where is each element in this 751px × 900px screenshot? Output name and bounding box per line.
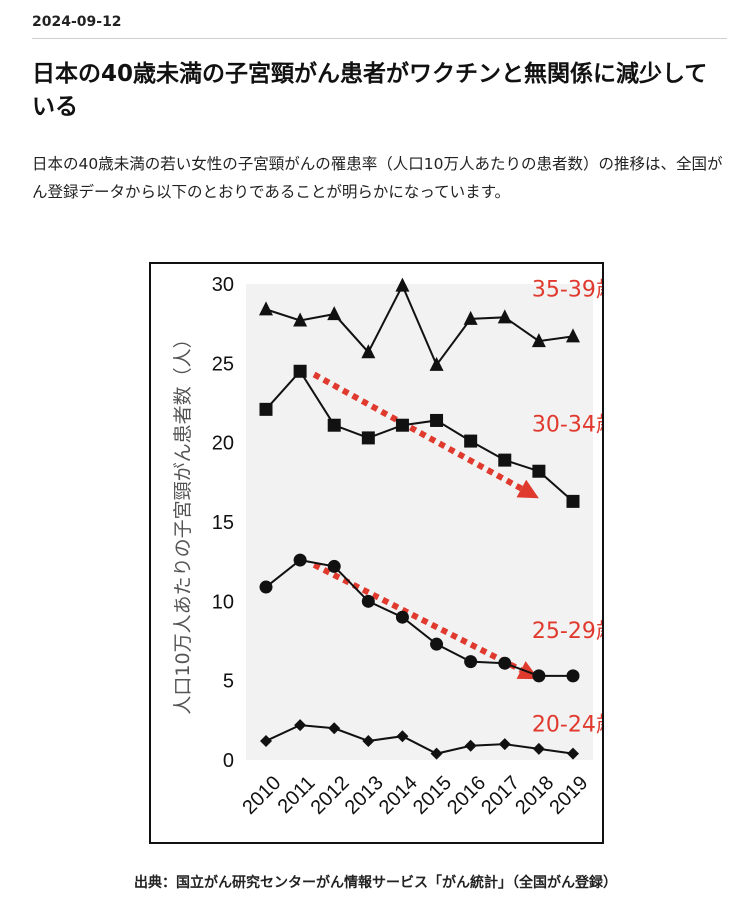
y-axis-label: 人口10万人あたりの子宮頸がん患者数（人） [172, 329, 194, 714]
data-point [362, 734, 375, 747]
x-tick-label: 2017 [477, 772, 524, 819]
y-tick-label: 10 [212, 591, 234, 613]
data-point [498, 453, 512, 467]
data-point [260, 734, 272, 747]
x-tick-label: 2015 [409, 772, 456, 819]
y-tick-label: 30 [212, 274, 234, 296]
data-point [327, 418, 341, 432]
data-point [498, 656, 512, 670]
chart-figure: 0 5 10 15 20 25 30 2010 2011 2012 2013 2014 2015 201… [149, 262, 604, 844]
series-line [265, 369, 574, 503]
x-tick-label: 2010 [238, 772, 285, 819]
series-group [259, 277, 580, 760]
data-point [566, 494, 580, 508]
data-point [532, 742, 545, 755]
data-point [464, 739, 477, 752]
data-point [464, 434, 478, 448]
article-body: 日本の40歳未満の若い女性の子宮頸がんの罹患率（人口10万人あたりの患者数）の推… [32, 155, 723, 201]
data-point [327, 306, 342, 321]
header-divider [32, 38, 727, 39]
x-tick-label: 2013 [341, 772, 388, 819]
article-title: 日本の40歳未満の子宮頸がん患者がワクチンと無関係に減少している [32, 61, 708, 120]
data-point [430, 747, 443, 760]
data-point [566, 328, 580, 343]
x-tick-label: 2011 [274, 772, 320, 818]
data-point [259, 301, 273, 316]
data-point [293, 553, 307, 567]
series-line [265, 724, 574, 755]
data-point [395, 610, 409, 624]
data-point [532, 669, 546, 683]
data-point [463, 310, 478, 325]
x-tick-label: 2018 [511, 772, 558, 819]
y-tick-label: 25 [212, 353, 234, 375]
data-point [294, 719, 307, 732]
data-point [498, 738, 511, 751]
data-point [327, 559, 341, 573]
figure-caption: 出典：国立がん研究センターがん情報サービス「がん統計」（全国がん登録） [134, 875, 617, 891]
article-date: 2024-09-12 [32, 14, 122, 30]
series-line [265, 283, 574, 367]
data-point [395, 277, 410, 292]
data-point [395, 418, 409, 432]
data-point [259, 580, 273, 594]
data-point [430, 637, 444, 651]
trend-arrow-head [516, 479, 539, 499]
y-tick-label: 20 [212, 433, 234, 455]
data-point [566, 669, 580, 683]
data-point [531, 333, 546, 348]
y-tick-labels: 0 5 10 15 20 25 30 [212, 274, 234, 772]
x-tick-label: 2012 [307, 772, 354, 819]
series-line [265, 559, 573, 677]
series-label: 25-29歳 [532, 619, 602, 644]
series-label: 35-39歳 [532, 278, 602, 303]
data-point [497, 309, 512, 324]
data-point [259, 402, 273, 416]
data-point [293, 364, 307, 378]
data-point [532, 464, 546, 478]
data-point [567, 747, 579, 760]
data-point [430, 413, 444, 427]
x-tick-label: 2016 [443, 772, 490, 819]
data-point [361, 594, 375, 608]
data-point [293, 312, 308, 327]
y-tick-label: 0 [223, 750, 234, 772]
data-point [464, 655, 478, 669]
data-point [328, 722, 341, 735]
data-point [361, 344, 376, 359]
x-tick-label: 2019 [545, 772, 592, 819]
series-label: 20-24歳 [532, 712, 602, 737]
data-point [396, 730, 409, 743]
data-point [361, 431, 375, 445]
y-tick-label: 5 [223, 671, 234, 693]
series-label: 30-34歳 [532, 413, 602, 438]
data-point [429, 356, 444, 371]
plot-background [246, 284, 593, 760]
x-tick-label: 2014 [375, 772, 422, 819]
series-labels: 35-39歳 30-34歳 25-29歳 20-24歳 [532, 278, 602, 738]
y-tick-label: 15 [212, 512, 234, 534]
